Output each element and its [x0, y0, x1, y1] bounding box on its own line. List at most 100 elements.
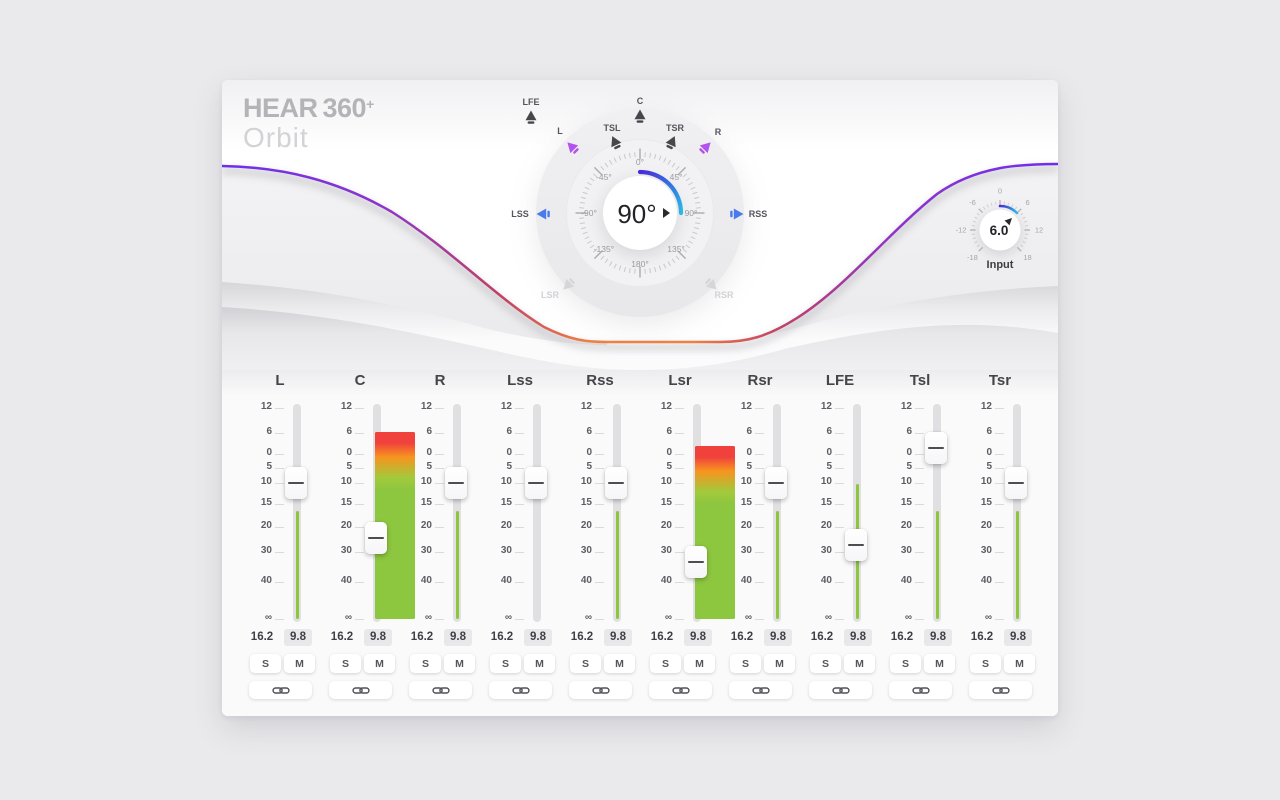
fader-handle[interactable]	[845, 529, 867, 561]
link-button[interactable]	[889, 681, 952, 699]
fader-handle[interactable]	[365, 522, 387, 554]
speaker-icon-rss[interactable]	[730, 208, 744, 220]
fader-handle-line	[528, 482, 544, 484]
mute-button[interactable]: M	[444, 654, 475, 673]
fader-track[interactable]	[613, 404, 621, 622]
gain-readout[interactable]: 9.8	[764, 629, 792, 646]
speaker-icon-lss[interactable]	[536, 208, 550, 220]
scale-label: 30	[660, 545, 672, 556]
gain-readout[interactable]: 9.8	[524, 629, 552, 646]
dial-degree-label: 180°	[631, 259, 649, 269]
scale-tick	[275, 408, 284, 409]
speaker-icon-lfe[interactable]	[525, 110, 537, 124]
solo-button[interactable]: S	[810, 654, 841, 673]
fader-track[interactable]	[933, 404, 941, 622]
fader-track[interactable]	[293, 404, 301, 622]
pan-knob[interactable]	[603, 176, 677, 250]
scale-tick	[595, 408, 604, 409]
solo-button[interactable]: S	[570, 654, 601, 673]
scale-label: 30	[340, 545, 352, 556]
speaker-icon-rsr[interactable]	[703, 276, 720, 293]
gain-readout[interactable]: 9.8	[1004, 629, 1032, 646]
gradient-curve	[222, 162, 1058, 344]
pan-dial: 0° 45° 90° 135° 180° -135° -90° -45° 90° LFE C TS…	[511, 96, 767, 317]
fader-handle[interactable]	[445, 467, 467, 499]
solo-button[interactable]: S	[970, 654, 1001, 673]
scale-tick	[995, 468, 1004, 469]
level-meter	[615, 511, 619, 619]
mute-button[interactable]: M	[684, 654, 715, 673]
fader-track[interactable]	[373, 404, 415, 622]
mute-button[interactable]: M	[604, 654, 635, 673]
gain-readout[interactable]: 9.8	[604, 629, 632, 646]
scale-tick	[995, 527, 1004, 528]
fader-track[interactable]	[533, 404, 541, 622]
scale-tick	[755, 454, 764, 455]
link-button[interactable]	[249, 681, 312, 699]
fader-track[interactable]	[1013, 404, 1021, 622]
fader-track[interactable]	[693, 404, 735, 622]
scale-label: ∞	[424, 612, 432, 623]
speaker-icon-l[interactable]	[564, 139, 581, 156]
solo-button[interactable]: S	[890, 654, 921, 673]
gain-readout[interactable]: 9.8	[444, 629, 472, 646]
fader-handle[interactable]	[925, 432, 947, 464]
solo-button[interactable]: S	[250, 654, 281, 673]
scale-tick	[435, 504, 444, 505]
fader-handle[interactable]	[765, 467, 787, 499]
gain-readout[interactable]: 9.8	[684, 629, 712, 646]
fader-handle[interactable]	[525, 467, 547, 499]
link-button[interactable]	[329, 681, 392, 699]
fader-handle-line	[1008, 482, 1024, 484]
gain-readout[interactable]: 9.8	[364, 629, 392, 646]
solo-button[interactable]: S	[730, 654, 761, 673]
mute-button[interactable]: M	[364, 654, 395, 673]
scale-label: 40	[420, 575, 432, 586]
scale-label: 20	[580, 520, 592, 531]
link-button[interactable]	[809, 681, 872, 699]
mute-button[interactable]: M	[1004, 654, 1035, 673]
link-button[interactable]	[409, 681, 472, 699]
peak-readout: 16.2	[730, 631, 754, 643]
mute-button[interactable]: M	[284, 654, 315, 673]
fader-track[interactable]	[453, 404, 461, 622]
mute-button[interactable]: M	[764, 654, 795, 673]
fader-handle[interactable]	[605, 467, 627, 499]
speaker-icon-lsr[interactable]	[560, 276, 577, 293]
scale-label: 0	[346, 447, 352, 458]
scale-label: 6	[746, 426, 752, 437]
solo-button[interactable]: S	[490, 654, 521, 673]
scale-label: ∞	[344, 612, 352, 623]
fader-handle[interactable]	[685, 546, 707, 578]
gain-readout[interactable]: 9.8	[844, 629, 872, 646]
speaker-icon-tsr[interactable]	[664, 134, 680, 151]
solo-button[interactable]: S	[650, 654, 681, 673]
scale-label: 12	[260, 401, 272, 412]
scale-tick	[515, 527, 524, 528]
fader-handle[interactable]	[285, 467, 307, 499]
link-button[interactable]	[489, 681, 552, 699]
fader-track[interactable]	[853, 404, 861, 622]
gain-readout[interactable]: 9.8	[284, 629, 312, 646]
scale-label: 12	[660, 401, 672, 412]
scale-tick	[995, 504, 1004, 505]
speaker-icon-c[interactable]	[634, 109, 646, 123]
fader-track[interactable]	[773, 404, 781, 622]
mute-button[interactable]: M	[844, 654, 875, 673]
gain-readout[interactable]: 9.8	[924, 629, 952, 646]
link-button[interactable]	[969, 681, 1032, 699]
scale-label: 10	[660, 476, 672, 487]
solo-button[interactable]: S	[330, 654, 361, 673]
link-button[interactable]	[649, 681, 712, 699]
fader-handle[interactable]	[1005, 467, 1027, 499]
speaker-icon-tsl[interactable]	[607, 134, 623, 151]
scale-tick	[755, 552, 764, 553]
solo-button[interactable]: S	[410, 654, 441, 673]
link-button[interactable]	[569, 681, 632, 699]
scale-label: 20	[900, 520, 912, 531]
mute-button[interactable]: M	[924, 654, 955, 673]
mute-button[interactable]: M	[524, 654, 555, 673]
peak-readout: 16.2	[650, 631, 674, 643]
speaker-icon-r[interactable]	[697, 139, 714, 156]
link-button[interactable]	[729, 681, 792, 699]
